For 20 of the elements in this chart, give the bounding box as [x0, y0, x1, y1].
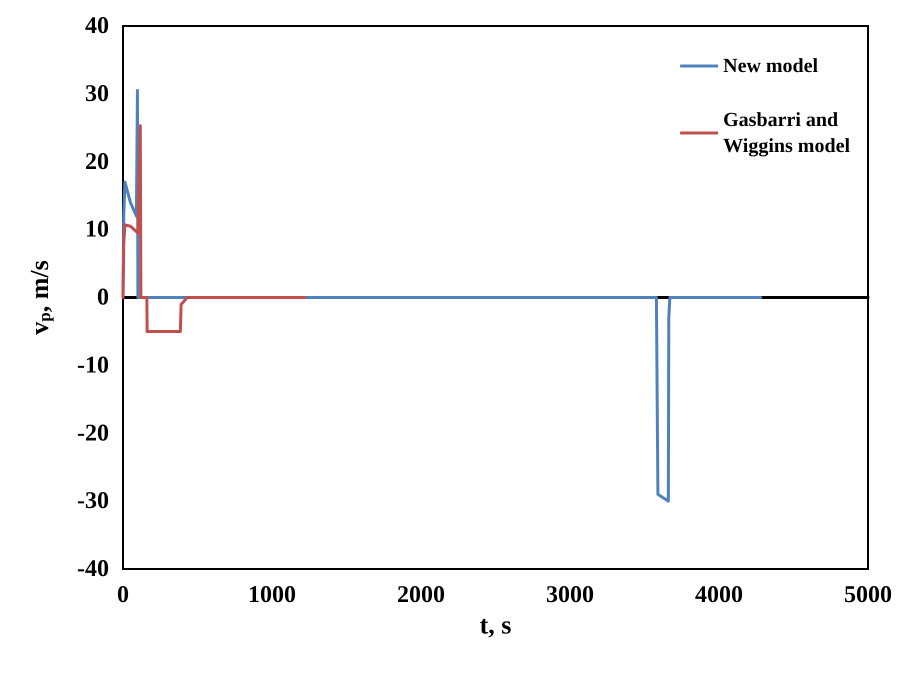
- y-tick-label: 40: [85, 13, 109, 39]
- y-tick-label: 10: [85, 216, 109, 243]
- y-tick-label: 20: [85, 148, 109, 175]
- y-tick-label: -30: [77, 488, 109, 514]
- y-tick-label: -40: [77, 556, 109, 582]
- x-tick-label: 0: [117, 582, 129, 608]
- y-tick-label: 0: [97, 284, 109, 310]
- line-series: [122, 124, 306, 333]
- y-axis-title: vp, m/s: [25, 260, 54, 335]
- y-tick-label: -20: [77, 420, 109, 446]
- y-tick-label: -10: [77, 352, 109, 378]
- legend-label: New model: [723, 55, 819, 77]
- y-tick-label: 30: [85, 80, 109, 107]
- x-tick-label: 2000: [397, 582, 445, 608]
- x-tick-label: 5000: [844, 582, 892, 608]
- x-tick-label: 3000: [546, 582, 594, 608]
- x-tick-label: 1000: [248, 582, 296, 608]
- x-axis-title: t, s: [480, 610, 512, 640]
- legend-label: Gasbarri and Wiggins model: [723, 109, 850, 157]
- x-tick-label: 4000: [695, 582, 743, 608]
